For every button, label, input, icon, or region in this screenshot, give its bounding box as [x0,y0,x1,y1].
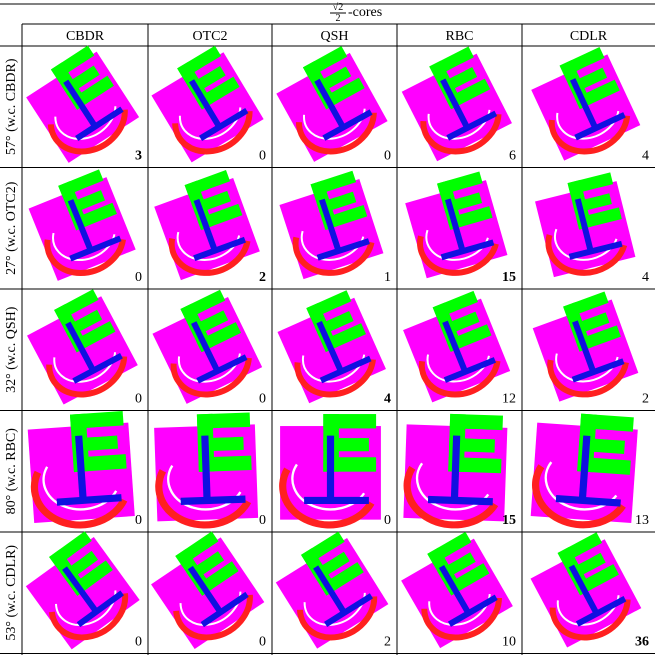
cell-value: 15 [502,270,516,285]
cell-image [273,289,387,408]
cell-value: 0 [384,149,391,164]
cell-value: 0 [259,149,266,164]
cell-value: 0 [259,513,266,528]
cell-value: 12 [502,392,516,407]
header-suffix: -cores [348,5,382,20]
cell-value: 10 [502,635,516,650]
cell-value: 0 [384,513,391,528]
cell-image [27,411,135,529]
cell-value: 2 [384,635,391,650]
cell-value: 0 [135,635,142,650]
column-header: RBC [445,29,473,44]
cell-image [526,530,644,651]
cell-image [402,170,508,282]
cell-image [396,530,515,652]
cell-value: 4 [642,270,649,285]
cell-value: 4 [642,149,649,164]
column-header: CBDR [66,29,105,44]
cell-image [154,412,259,526]
header-denominator: 2 [336,13,341,24]
cell-value: 0 [259,635,266,650]
cell-value: 6 [509,149,516,164]
cell-image [533,171,637,281]
cell-image [145,529,266,653]
cell-image [280,414,381,525]
cell-value: 36 [635,635,649,650]
cell-value: 2 [259,270,266,285]
cell-image [146,44,266,166]
cell-value: 0 [135,392,142,407]
cell-image [151,169,262,285]
cell-image [25,168,137,285]
cell-value: 0 [259,392,266,407]
cell-image [271,44,389,165]
row-label: 27° (w.c. OTC2) [4,181,19,275]
row-label: 80° (w.c. RBC) [4,428,19,515]
header-numerator: √2 [333,2,344,13]
cell-image [527,45,642,164]
cell-value: 4 [384,392,391,407]
cell-image [529,290,640,406]
column-header: CDLR [570,29,608,44]
row-label: 32° (w.c. QSH) [4,306,19,393]
cell-value: 0 [135,270,142,285]
column-header: QSH [320,29,348,44]
row-label: 53° (w.c. CDLR) [4,545,19,641]
cell-image [530,411,638,529]
cell-value: 15 [502,513,516,528]
cell-value: 3 [135,149,142,164]
cell-value: 1 [384,270,391,285]
column-header: OTC2 [193,29,228,44]
cell-image [22,287,140,408]
cell-image [276,170,384,284]
cell-image [399,289,511,406]
cell-image [20,529,142,653]
cell-image [148,288,264,408]
row-label: 57° (w.c. CBDR) [4,58,19,155]
cell-value: 0 [135,513,142,528]
cell-image [271,529,391,652]
cell-image [21,43,142,166]
cell-image [397,45,514,165]
cell-value: 13 [635,513,649,528]
cell-image [403,412,508,526]
cell-value: 2 [642,392,649,407]
